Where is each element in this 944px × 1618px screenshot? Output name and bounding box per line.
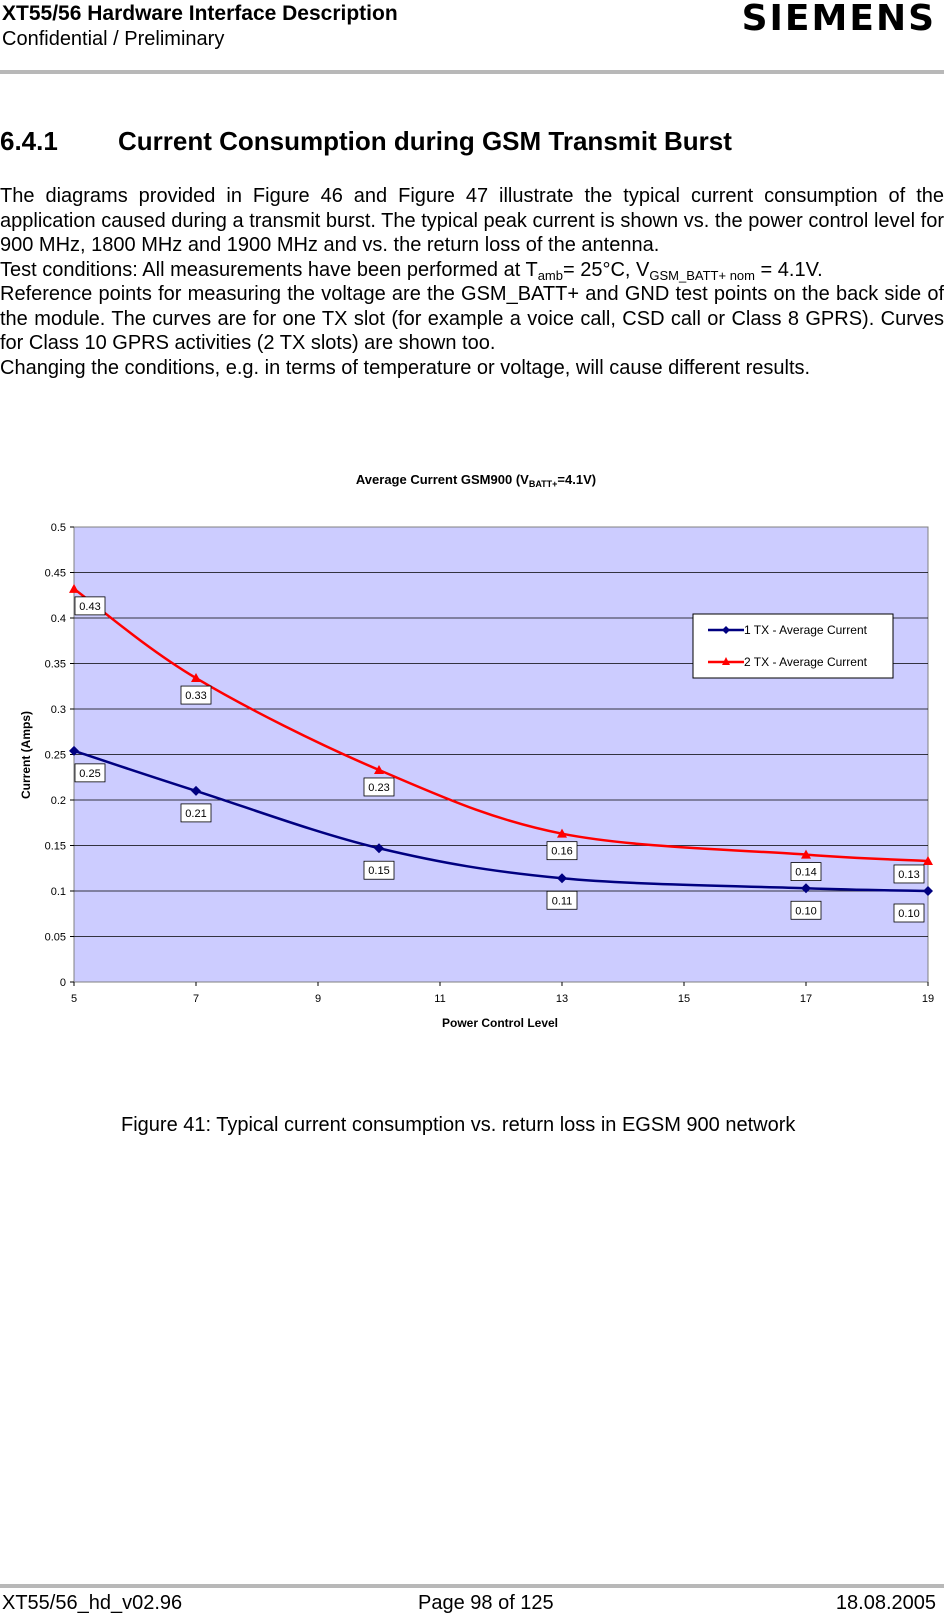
x-tick-label: 7 <box>193 993 199 1005</box>
data-point-1tx <box>191 785 201 796</box>
data-point-1tx <box>557 873 567 884</box>
paragraph-test-conditions: Test conditions: All measurements have b… <box>0 258 944 283</box>
y-tick-label: 0 <box>60 977 66 989</box>
legend: 1 TX - Average Current 2 TX - Average Cu… <box>692 613 894 679</box>
x-tick-label: 11 <box>434 993 445 1005</box>
data-label-box <box>363 777 395 797</box>
legend-label-1tx: 1 TX - Average Current <box>744 623 868 637</box>
section-number: 6.4.1 <box>0 126 58 156</box>
figure-caption: Figure 41: Typical current consumption v… <box>121 1114 796 1136</box>
footer-divider <box>0 1584 944 1588</box>
y-tick-label: 0.45 <box>45 568 66 580</box>
subscript-amb: amb <box>537 267 563 283</box>
y-tick-label: 0.35 <box>45 659 66 671</box>
data-label-box <box>546 890 578 910</box>
y-tick-label: 0.05 <box>45 932 66 944</box>
data-point-2tx <box>923 855 933 865</box>
section-title: Current Consumption during GSM Transmit … <box>118 126 732 156</box>
x-tick-label: 15 <box>678 993 690 1005</box>
data-label-box <box>893 864 925 884</box>
data-label: 0.10 <box>795 905 816 917</box>
data-point-1tx <box>923 886 933 896</box>
x-tick-label: 9 <box>315 993 321 1005</box>
x-tick-label: 13 <box>556 993 568 1005</box>
footer-page-number: Page 98 of 125 <box>418 1592 554 1614</box>
subscript-gsm-batt: GSM_BATT+ nom <box>649 267 755 283</box>
data-label-box <box>363 860 395 880</box>
data-label-box <box>546 841 578 861</box>
data-label: 0.16 <box>551 846 572 858</box>
data-point-2tx <box>557 828 567 838</box>
data-label: 0.13 <box>898 869 919 881</box>
data-label: 0.14 <box>795 867 816 879</box>
data-point-2tx <box>191 673 201 683</box>
paragraph-intro: The diagrams provided in Figure 46 and F… <box>0 185 944 256</box>
data-label-box <box>180 685 212 705</box>
current-consumption-chart: Average Current GSM900 (VBATT+=4.1V) 0 0.… <box>19 472 934 1030</box>
legend-marker-1tx <box>722 626 730 634</box>
legend-marker-2tx <box>722 657 730 665</box>
data-label: 0.11 <box>552 895 573 907</box>
y-tick-label: 0.15 <box>45 841 66 853</box>
data-label: 0.21 <box>185 808 206 820</box>
chart-title: Average Current GSM900 (VBATT+=4.1V) <box>356 472 596 489</box>
y-tick-label: 0.5 <box>51 522 66 534</box>
x-axis-label: Power Control Level <box>442 1016 558 1030</box>
section-heading: 6.4.1 Current Consumption during GSM Tran… <box>0 126 944 157</box>
data-point-1tx <box>374 843 384 854</box>
data-label: 0.25 <box>79 768 100 780</box>
data-label-box <box>74 763 106 783</box>
data-point-2tx <box>801 849 811 859</box>
x-tick-labels: 5 7 9 11 13 15 17 19 <box>71 993 934 1005</box>
y-axis-label: Current (Amps) <box>19 711 33 799</box>
siemens-logo: SIEMENS <box>741 0 936 39</box>
x-tick-label: 5 <box>71 993 77 1005</box>
data-label: 0.23 <box>368 782 389 794</box>
data-point-1tx <box>801 883 811 894</box>
test-conditions-text-c: = 4.1V. <box>754 258 823 281</box>
document-title: XT55/56 Hardware Interface Description <box>2 2 398 25</box>
y-tick-labels: 0 0.05 0.1 0.15 0.2 0.25 0.3 0.35 0.4 0.45 0.5 <box>45 522 66 989</box>
footer-date: 18.08.2005 <box>835 1592 936 1614</box>
data-label: 0.43 <box>79 601 100 613</box>
data-label-box <box>74 596 106 616</box>
footer-document-id: XT55/56_hd_v02.96 <box>2 1592 183 1614</box>
legend-label-2tx: 2 TX - Average Current <box>744 655 868 669</box>
legend-box <box>692 613 894 679</box>
test-conditions-text-b: = 25°C, V <box>563 258 650 281</box>
data-label: 0.33 <box>185 690 206 702</box>
data-label: 0.15 <box>368 865 389 877</box>
document-subtitle: Confidential / Preliminary <box>2 28 225 50</box>
y-tick-label: 0.3 <box>51 704 66 716</box>
data-label-box <box>893 903 925 923</box>
data-label-box <box>790 862 822 882</box>
header-divider <box>0 70 944 74</box>
y-tick-label: 0.2 <box>51 795 66 807</box>
paragraph-reference-points: Reference points for measuring the volta… <box>0 283 944 354</box>
data-point-2tx <box>374 764 384 774</box>
data-label-box <box>790 900 822 920</box>
x-tick-label: 19 <box>922 993 934 1005</box>
data-label-box <box>180 803 212 823</box>
test-conditions-text-a: Test conditions: All measurements have b… <box>0 258 538 281</box>
y-tick-label: 0.25 <box>45 750 66 762</box>
data-point-1tx <box>69 745 79 756</box>
x-tick-label: 17 <box>800 993 812 1005</box>
body-text: The diagrams provided in Figure 46 and F… <box>0 184 944 380</box>
y-tick-label: 0.1 <box>51 886 66 898</box>
data-label: 0.10 <box>898 908 919 920</box>
series-group: 0.25 0.21 0.15 0.11 0.10 0.10 0.43 0.33 0.23 0.16… <box>69 583 933 923</box>
y-tick-label: 0.4 <box>51 613 66 625</box>
paragraph-conditions-note: Changing the conditions, e.g. in terms o… <box>0 356 811 379</box>
data-point-2tx <box>69 583 79 593</box>
